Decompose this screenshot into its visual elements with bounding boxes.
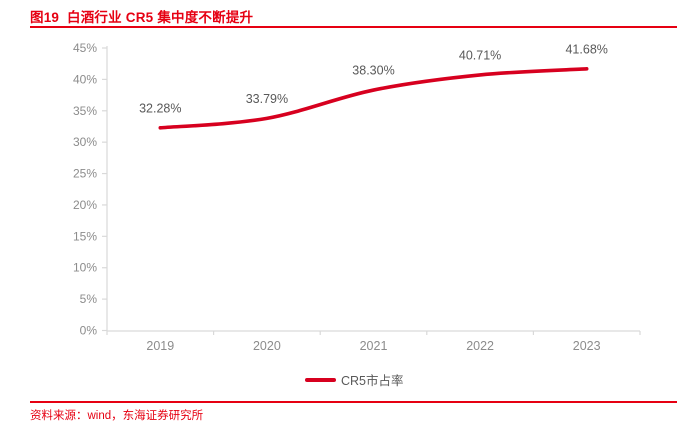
cr5-series-line	[158, 67, 589, 130]
figure-title: 图19 白酒行业 CR5 集中度不断提升	[30, 10, 254, 25]
y-tick-label: 25%	[73, 167, 97, 181]
y-tick-label: 5%	[80, 292, 98, 306]
data-label: 40.71%	[459, 48, 501, 62]
y-tick-label: 0%	[80, 324, 98, 338]
x-year-label: 2022	[466, 339, 494, 353]
title-divider	[30, 26, 677, 28]
data-label: 32.28%	[139, 101, 181, 115]
y-tick-label: 45%	[73, 41, 97, 55]
data-label: 38.30%	[352, 64, 394, 78]
y-tick-label: 20%	[73, 198, 97, 212]
y-tick-label: 30%	[73, 135, 97, 149]
y-tick-label: 15%	[73, 229, 97, 243]
x-year-label: 2021	[360, 339, 388, 353]
x-year-label: 2023	[573, 339, 601, 353]
y-tick-label: 35%	[73, 104, 97, 118]
y-tick-label: 10%	[73, 261, 97, 275]
chart-legend: CR5市占率	[305, 370, 404, 389]
footer-divider	[30, 401, 677, 403]
legend-label: CR5市占率	[341, 374, 404, 388]
x-year-label: 2020	[253, 339, 281, 353]
data-label: 41.68%	[565, 42, 607, 56]
data-label: 33.79%	[246, 92, 288, 106]
x-year-label: 2019	[146, 339, 174, 353]
source-note: 资料来源：wind，东海证券研究所	[30, 410, 204, 422]
y-tick-label: 40%	[73, 72, 97, 86]
legend-line-marker	[305, 377, 336, 382]
